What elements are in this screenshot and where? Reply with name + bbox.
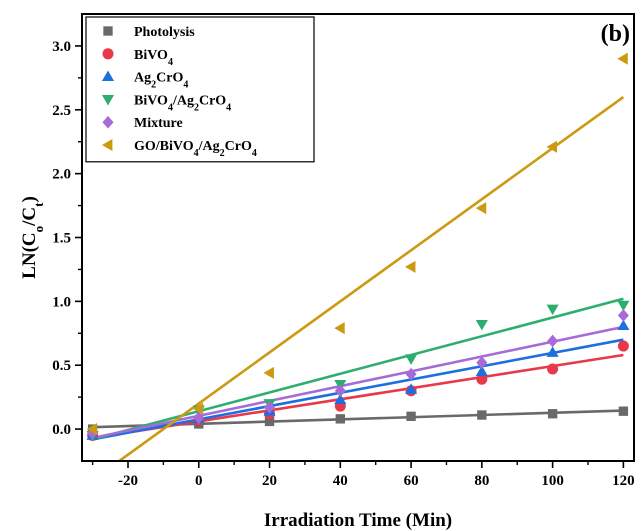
x-tick-label: 100 (541, 473, 564, 489)
data-point (477, 410, 487, 420)
data-point (405, 383, 418, 394)
data-point (263, 366, 274, 379)
data-point (617, 309, 629, 322)
legend-marker (102, 115, 114, 129)
data-point (475, 202, 487, 215)
legend-marker (103, 26, 113, 36)
legend-label: BiVO4/Ag2CrO4 (134, 93, 231, 113)
legend-label: Photolysis (134, 25, 195, 40)
fit-line (92, 353, 624, 440)
data-point (192, 402, 204, 415)
data-point (617, 340, 629, 352)
data-point (547, 409, 558, 419)
fit-line (92, 338, 624, 441)
legend-marker (101, 70, 115, 81)
data-point (476, 373, 488, 385)
y-tick-label: 1.0 (52, 294, 71, 310)
legend-marker (101, 95, 115, 106)
fit-line (92, 325, 624, 440)
legend-label: Ag2CrO4 (134, 71, 188, 91)
y-tick-label: 0.0 (52, 422, 71, 438)
y-tick-label: 2.5 (52, 103, 71, 119)
legend-marker (102, 48, 114, 60)
x-tick-label: 0 (195, 473, 203, 489)
data-point (546, 140, 558, 153)
legend-label: BiVO4 (134, 48, 173, 68)
data-point (475, 319, 488, 331)
fit-lines (92, 95, 625, 461)
x-tick-label: 80 (474, 473, 489, 489)
data-point (334, 322, 345, 335)
legend-label: Mixture (134, 116, 183, 131)
y-tick-label: 3.0 (52, 39, 71, 55)
panel-label: (b) (601, 21, 630, 47)
data-point (617, 300, 630, 312)
y-axis-title: LN(Co/Ct) (19, 196, 46, 279)
x-tick-label: 20 (262, 473, 277, 489)
data-point (617, 52, 628, 65)
data-point (617, 319, 630, 331)
data-point (335, 414, 345, 424)
data-point (476, 356, 488, 369)
y-tick-label: 0.5 (52, 358, 71, 374)
data-point (475, 365, 488, 376)
data-point (405, 367, 417, 381)
x-axis-title: Irradiation Time (Min) (264, 510, 452, 531)
data-point (546, 346, 559, 357)
data-point (264, 416, 275, 427)
y-axis-title-text: LN(Co/Ct) (19, 196, 46, 279)
data-point (547, 363, 559, 375)
legend-box (85, 16, 315, 163)
legend-label: GO/BiVO4/Ag2CrO4 (134, 139, 257, 159)
data-point (405, 260, 416, 273)
data-point (546, 304, 559, 316)
data-points (86, 52, 630, 442)
x-tick-label: 40 (333, 473, 348, 489)
data-point (334, 384, 346, 398)
x-tick-label: 60 (404, 473, 419, 489)
x-tick-label: 120 (612, 473, 635, 489)
data-point (618, 406, 629, 416)
data-point (405, 354, 418, 365)
legend-marker (101, 138, 113, 152)
axes: -20 0 20 40 60 80 100 120 0.0 0.5 1.0 1.5 2.0 2.5 3.0 (52, 39, 634, 489)
y-tick-label: 2.0 (52, 167, 71, 183)
fit-line (116, 95, 625, 461)
data-point (547, 334, 559, 348)
data-point (406, 411, 416, 421)
data-point (264, 401, 276, 414)
x-tick-label: -20 (118, 473, 138, 489)
data-point (86, 423, 98, 436)
data-point (334, 393, 347, 405)
y-tick-label: 1.5 (52, 231, 71, 247)
data-point (193, 411, 205, 424)
